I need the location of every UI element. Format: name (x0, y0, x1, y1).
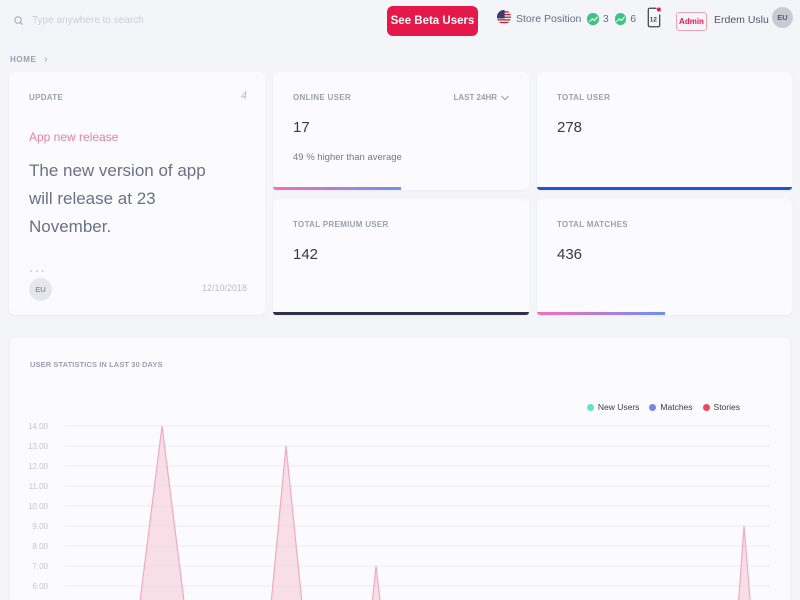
svg-text:8.00: 8.00 (32, 542, 48, 551)
svg-text:12: 12 (650, 16, 658, 23)
svg-text:9.00: 9.00 (32, 522, 48, 531)
svg-text:13.00: 13.00 (28, 442, 49, 451)
svg-text:14.00: 14.00 (28, 422, 49, 431)
svg-text:12.00: 12.00 (28, 462, 49, 471)
svg-text:7.00: 7.00 (32, 562, 48, 571)
svg-text:10.00: 10.00 (28, 502, 49, 511)
svg-text:6.00: 6.00 (32, 582, 48, 591)
svg-text:11.00: 11.00 (29, 482, 49, 491)
